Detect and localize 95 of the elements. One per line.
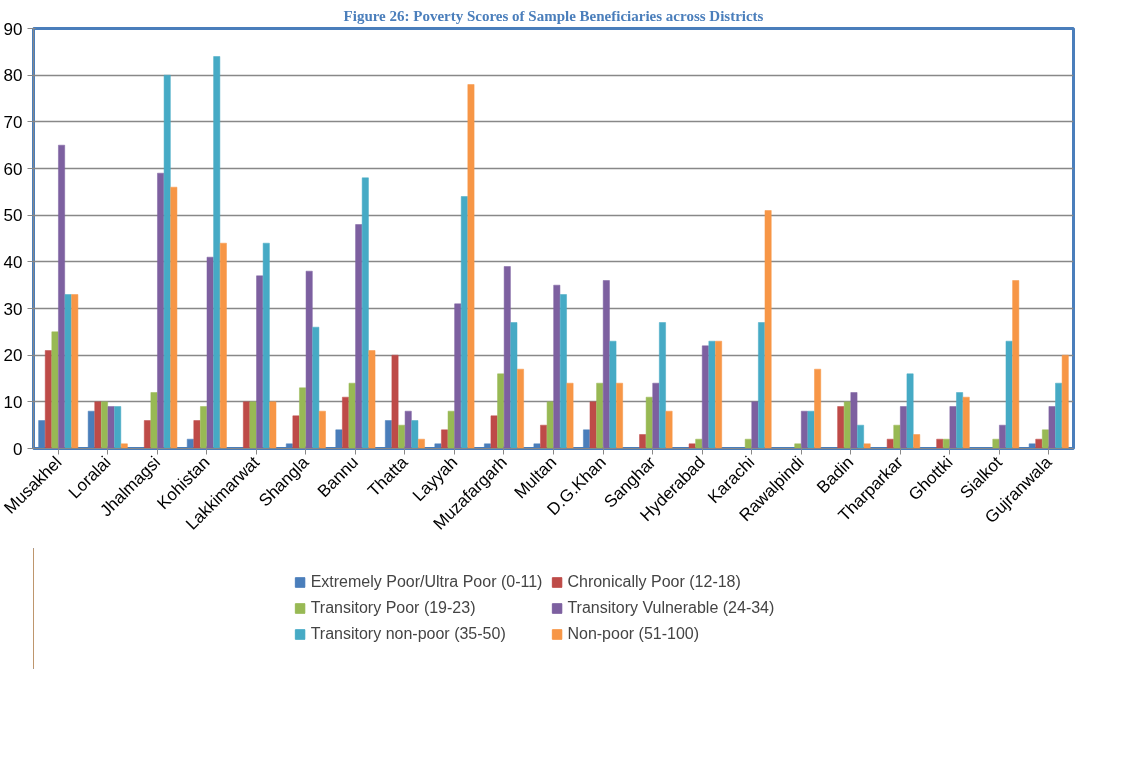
bar [510,322,518,449]
bar [94,401,102,449]
bar [695,438,703,449]
bar [962,396,970,449]
bar [64,294,72,449]
bar [850,392,858,449]
bar [312,326,320,449]
bar [249,401,257,449]
bar [645,396,653,449]
bar [949,406,957,449]
y-tick-label: 70 [3,112,23,132]
bar [751,401,759,449]
bar [566,382,574,449]
bar [807,410,815,449]
bar [292,415,300,449]
bar [1048,406,1056,449]
bar [616,382,623,449]
y-tick-label: 0 [13,439,23,459]
y-tick-label: 50 [3,206,23,226]
bar [213,56,221,449]
legend-label: Transitory non-poor (35-50) [310,625,506,643]
bar [560,294,567,449]
y-tick-label: 20 [3,346,23,366]
bar [1012,280,1020,449]
bar [404,410,412,449]
bar [391,354,399,449]
bar [150,392,158,449]
y-tick-label: 80 [3,66,23,86]
bar [490,415,498,449]
bar [517,368,524,449]
bar [120,443,128,449]
legend-label: Transitory Vulnerable (24-34) [567,599,775,617]
bar [893,424,901,449]
bar [101,401,108,449]
bar [764,210,772,449]
bar [1035,438,1043,449]
bar [368,350,376,449]
bar [262,242,270,449]
bar [418,438,425,449]
bar [411,420,419,449]
bar [454,303,462,449]
bar [794,443,802,449]
bar [609,340,617,449]
bar [319,410,326,449]
bar [170,186,178,449]
bar [906,373,914,449]
bar [863,443,871,449]
bar [206,256,214,449]
bar [467,84,475,449]
bar [589,401,597,449]
bar [163,74,171,449]
bar [992,438,1000,449]
bar [708,340,716,449]
bar [355,224,363,449]
bar [886,438,894,449]
y-tick-label: 10 [3,392,23,412]
bar [814,368,822,449]
bar [305,270,313,449]
legend-label: Non-poor (51-100) [567,625,700,643]
y-tick-label: 60 [3,159,23,179]
legend-label: Extremely Poor/Ultra Poor (0-11) [310,573,543,591]
bar [602,280,610,449]
bar [447,410,455,449]
bar [1005,340,1013,449]
bar [553,284,561,449]
bar [503,266,511,449]
bar [665,410,673,449]
bar [51,331,59,449]
y-tick-label: 90 [3,19,23,39]
legend-label: Chronically Poor (12-18) [567,573,741,591]
bar [659,322,666,449]
bar [857,424,864,449]
bar [58,144,65,449]
bar [688,443,696,449]
bar [956,392,963,449]
bar [652,382,660,449]
bar [596,382,604,449]
bar [715,340,722,449]
bar [71,294,79,449]
y-tick-label: 40 [3,252,23,272]
bar [1061,354,1069,449]
legend-label: Transitory Poor (19-23) [310,599,476,617]
bar [936,438,944,449]
bar [361,177,369,449]
bar [348,382,356,449]
bar [114,406,122,449]
bar [913,434,921,449]
bar [107,406,115,449]
bar [193,420,201,449]
bar [837,406,845,449]
chart-title: Figure 26: Poverty Scores of Sample Beneficiaries across Districts [343,7,764,24]
y-tick-label: 30 [3,299,23,319]
bar [219,242,227,449]
bar [269,401,277,449]
bar [546,401,554,449]
